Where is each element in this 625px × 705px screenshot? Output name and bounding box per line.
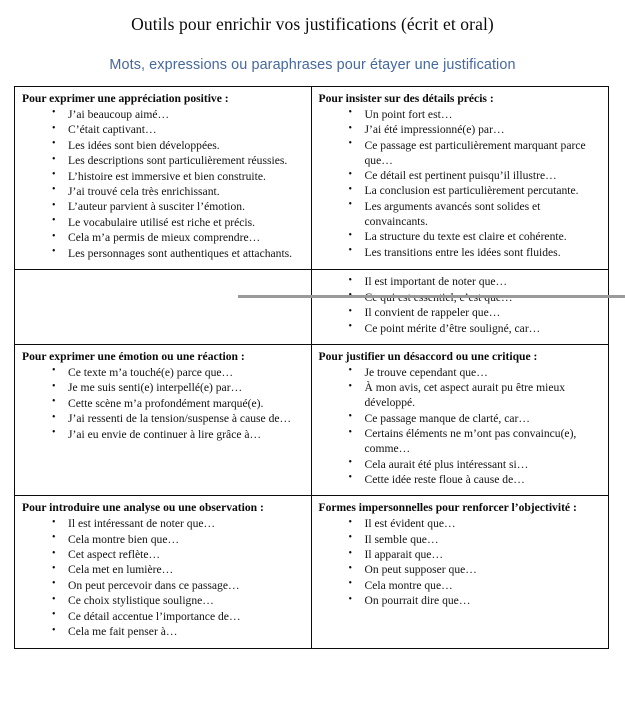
list-item: Les arguments avancés sont solides et co… — [349, 199, 602, 230]
list-item: On peut percevoir dans ce passage… — [52, 578, 304, 594]
list-item: Un point fort est… — [349, 107, 602, 123]
list-item: Il est intéressant de noter que… — [52, 517, 304, 532]
table-cell-appreciation-positive: Pour exprimer une appréciation positive … — [15, 87, 312, 270]
list-item: J’ai ressenti de la tension/suspense à c… — [52, 412, 304, 427]
list-item: Les descriptions sont particulièrement r… — [52, 154, 304, 169]
list-item: L’histoire est immersive et bien constru… — [52, 169, 304, 185]
list-item: J’ai été impressionné(e) par… — [349, 123, 602, 138]
page-subtitle: Mots, expressions ou paraphrases pour ét… — [109, 57, 516, 73]
list-item: La structure du texte est claire et cohé… — [349, 230, 602, 245]
list-item: Les personnages sont authentiques et att… — [52, 246, 304, 262]
table-cell-analyse-observation: Pour introduire une analyse ou une obser… — [15, 496, 312, 648]
table-row: Pour exprimer une émotion ou une réactio… — [15, 345, 609, 497]
list-item: Ce qui est essentiel, c’est que… — [349, 290, 602, 306]
list-item: Ce point mérite d’être souligné, car… — [349, 321, 602, 337]
list-item: L’auteur parvient à susciter l’émotion. — [52, 200, 304, 215]
list-item: Le vocabulaire utilisé est riche et préc… — [52, 215, 304, 231]
justification-table: Pour exprimer une appréciation positive … — [14, 86, 609, 649]
list-item: On peut supposer que… — [349, 563, 602, 578]
list-item: J’ai eu envie de continuer à lire grâce … — [52, 427, 304, 443]
table-cell-details-precis: Pour insister sur des détails précis : U… — [312, 87, 609, 269]
table-row: Pour exprimer une appréciation positive … — [15, 87, 609, 271]
list-item: Il est important de noter que… — [349, 275, 602, 290]
list-item: J’ai trouvé cela très enrichissant. — [52, 184, 304, 200]
list-item: C’était captivant… — [52, 123, 304, 138]
list-item: Ce choix stylistique souligne… — [52, 594, 304, 609]
table-row: Pour introduire une analyse ou une obser… — [15, 496, 609, 648]
list-item: Je me suis senti(e) interpellé(e) par… — [52, 381, 304, 396]
table-cell-empty — [15, 270, 312, 345]
cell-heading: Pour introduire une analyse ou une obser… — [22, 501, 264, 515]
cell-heading: Pour exprimer une émotion ou une réactio… — [22, 350, 245, 364]
page-title: Outils pour enrichir vos justifications … — [131, 14, 494, 34]
list-item: Il semble que… — [349, 532, 602, 548]
list-item: Il convient de rappeler que… — [349, 306, 602, 321]
list-item: Certains éléments ne m’ont pas convaincu… — [349, 427, 602, 457]
list-item: Les idées sont bien développées. — [52, 138, 304, 154]
list-item: Cela aurait été plus intéressant si… — [349, 457, 602, 473]
list-item: Ce passage manque de clarté, car… — [349, 411, 602, 427]
list-item: Cela montre bien que… — [52, 532, 304, 548]
list-item: Cela montre que… — [349, 578, 602, 594]
list-item: Ce texte m’a touché(e) parce que… — [52, 365, 304, 381]
list-item: Il est évident que… — [349, 517, 602, 532]
list-item: Cette scène m’a profondément marqué(e). — [52, 396, 304, 412]
phrase-list: Je trouve cependant que… À mon avis, cet… — [319, 365, 602, 488]
list-item: Cela me fait penser à… — [52, 625, 304, 640]
list-item: Cet aspect reflète… — [52, 548, 304, 563]
table-cell-desaccord-critique: Pour justifier un désaccord ou une criti… — [312, 345, 609, 495]
cell-heading: Formes impersonnelles pour renforcer l’o… — [318, 501, 577, 515]
cell-heading: Pour insister sur des détails précis : — [318, 92, 494, 105]
list-item: La conclusion est particulièrement percu… — [349, 184, 602, 199]
list-item: Ce passage est particulièrement marquant… — [349, 138, 602, 169]
list-item: Il apparait que… — [349, 548, 602, 563]
phrase-list: Il est évident que… Il semble que… Il ap… — [319, 517, 602, 609]
list-item: Cette idée reste floue à cause de… — [349, 472, 602, 488]
phrase-list: Il est intéressant de noter que… Cela mo… — [22, 517, 304, 640]
table-cell-noter-que: Il est important de noter que… Ce qui es… — [312, 270, 609, 344]
phrase-list: Ce texte m’a touché(e) parce que… Je me … — [22, 365, 304, 443]
list-item: Cela m’a permis de mieux comprendre… — [52, 231, 304, 246]
phrase-list: Un point fort est… J’ai été impressionné… — [319, 107, 602, 261]
list-item: Ce détail est pertinent puisqu’il illust… — [349, 169, 602, 184]
list-item: À mon avis, cet aspect aurait pu être mi… — [349, 381, 602, 411]
phrase-list: J’ai beaucoup aimé… C’était captivant… L… — [22, 107, 304, 262]
list-item: Ce détail accentue l’importance de… — [52, 609, 304, 625]
table-cell-emotion-reaction: Pour exprimer une émotion ou une réactio… — [15, 345, 312, 496]
table-row: Il est important de noter que… Ce qui es… — [15, 270, 609, 346]
cell-heading: Pour justifier un désaccord ou une criti… — [318, 350, 538, 364]
cell-heading: Pour exprimer une appréciation positive … — [22, 92, 229, 105]
table-cell-formes-impersonnelles: Formes impersonnelles pour renforcer l’o… — [312, 496, 609, 647]
list-item: Cela met en lumière… — [52, 563, 304, 578]
list-item: Je trouve cependant que… — [349, 365, 602, 381]
phrase-list: Il est important de noter que… Ce qui es… — [319, 275, 602, 336]
list-item: J’ai beaucoup aimé… — [52, 107, 304, 123]
list-item: On pourrait dire que… — [349, 594, 602, 609]
horizontal-rule — [238, 295, 625, 298]
list-item: Les transitions entre les idées sont flu… — [349, 245, 602, 261]
